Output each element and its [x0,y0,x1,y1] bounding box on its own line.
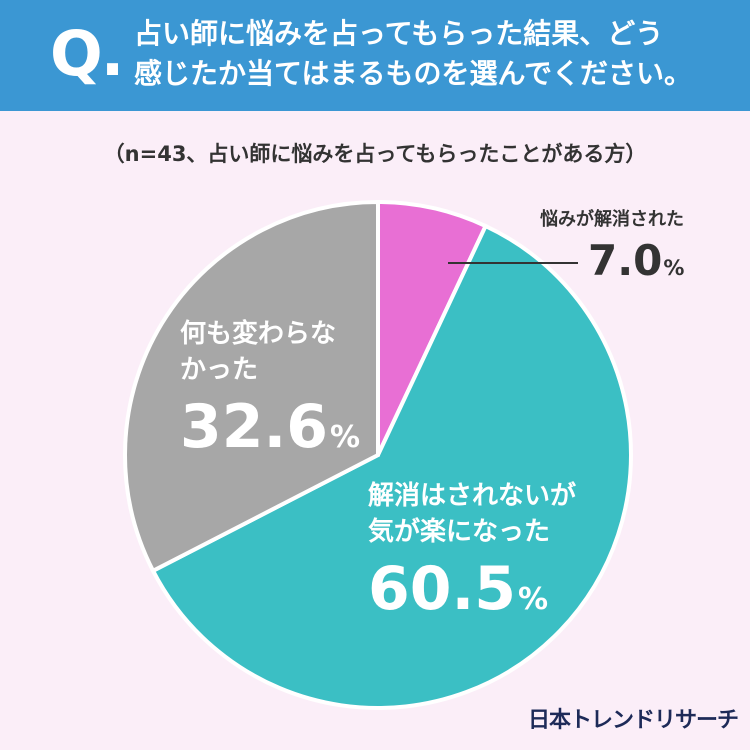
brand-logo: 日本トレンドリサーチ [528,708,739,733]
pink-percent: 7.0% [588,236,684,285]
question-header: Q. 占い師に悩みを占ってもらった結果、どう 感じたか当てはまるものを選んでくだ… [0,0,750,111]
teal-category-line2: 気が楽になった [368,517,551,547]
gray-slice-label: 何も変わらな かった 32.6% [180,316,360,473]
teal-slice-label: 解消はされないが 気が楽になった 60.5% [368,478,576,635]
gray-percent: 32.6% [180,392,360,473]
teal-unit: % [518,582,549,617]
pie-slice-relieved [150,223,633,710]
question-line-2: 感じたか当てはまるものを選んでください。 [134,57,693,90]
gray-category-line2: かった [180,355,259,385]
teal-category-line1: 解消はされないが [368,481,577,511]
question-text: 占い師に悩みを占ってもらった結果、どう 感じたか当てはまるものを選んでください。 [134,14,734,94]
pink-category: 悩みが解消された [540,209,684,230]
pie-slice-resolved [376,199,489,456]
pink-value: 7.0 [588,236,663,285]
pink-unit: % [663,256,685,280]
q-mark: Q. [50,17,124,90]
gray-category-line1: 何も変わらな [180,319,337,349]
gray-unit: % [330,420,361,455]
question-line-1: 占い師に悩みを占ってもらった結果、どう [134,17,664,50]
sample-note: （n=43、占い師に悩みを占ってもらったことがある方） [103,142,647,166]
gray-value: 32.6 [180,392,329,462]
pie-slice-no-change [123,199,380,574]
teal-percent: 60.5% [368,554,576,635]
teal-value: 60.5 [368,554,517,624]
